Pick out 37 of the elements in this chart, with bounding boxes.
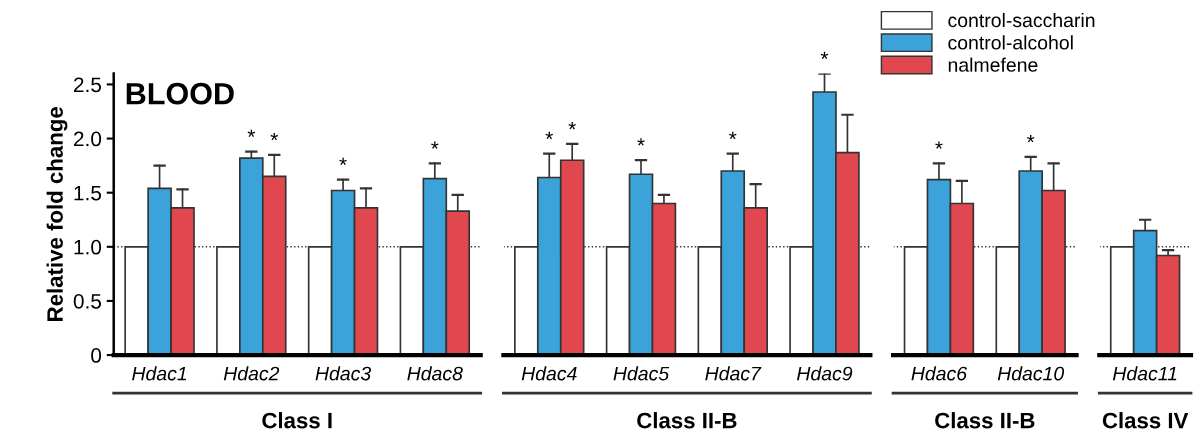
x-tick-label: Hdac4	[521, 366, 577, 381]
data-label: *	[339, 157, 347, 166]
y-tick-label: 1.0	[74, 239, 102, 255]
data-label: *	[1026, 135, 1035, 143]
x-tick-label: Hdac6	[911, 366, 968, 381]
x-tick-label: Hdac2	[223, 366, 280, 381]
data-label: *	[247, 129, 256, 137]
data-label: *	[545, 131, 553, 140]
x-tick-label: Hdac1	[132, 366, 187, 381]
data-label: *	[568, 122, 576, 130]
data-label: *	[935, 141, 943, 149]
x-axis-title: Class II-B	[935, 412, 1035, 429]
y-tick-label: 0	[91, 348, 102, 363]
y-axis-title: Relative fold change	[46, 107, 68, 321]
y-tick-label: 1.5	[74, 185, 102, 201]
data-label: *	[270, 132, 278, 141]
chart-title: BLOOD	[126, 82, 234, 105]
x-tick-label: Hdac8	[407, 366, 463, 381]
data-label: *	[820, 51, 829, 60]
data-label: *	[729, 131, 737, 140]
x-tick-label: Hdac10	[997, 366, 1065, 381]
x-tick-label: Hdac9	[797, 366, 853, 381]
x-tick-label: Hdac5	[613, 366, 670, 381]
x-axis-title: Class II-B	[637, 412, 737, 429]
x-tick-label: Hdac3	[315, 366, 372, 381]
y-tick-label: 2.0	[74, 131, 102, 147]
x-axis-title: Class I	[262, 412, 332, 429]
x-tick-label: Hdac11	[1112, 366, 1177, 381]
x-axis-title: Class IV	[1102, 412, 1189, 429]
legend-label: control-alcohol	[948, 35, 1073, 50]
legend-label: control-saccharin	[948, 12, 1095, 28]
y-tick-label: 2.5	[74, 77, 102, 93]
x-tick-label: Hdac7	[705, 366, 762, 381]
data-label: *	[431, 141, 439, 149]
y-tick-label: 0.5	[73, 293, 102, 309]
data-label: *	[637, 138, 645, 146]
legend-label: nalmefene	[948, 57, 1038, 72]
